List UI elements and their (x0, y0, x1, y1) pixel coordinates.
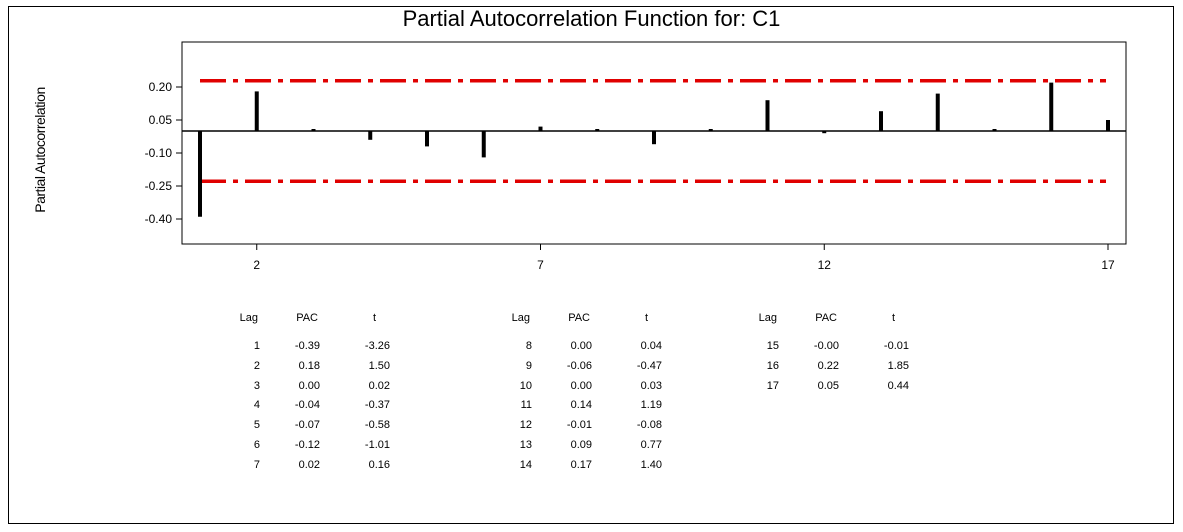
y-tick-label: 0.20 (149, 80, 173, 94)
table-header-t: t (891, 312, 895, 324)
x-tick-label: 2 (253, 258, 260, 272)
table-cell-pac: -0.39 (294, 340, 320, 352)
table-header-lag: Lag (239, 312, 258, 324)
table-cell-t: -0.08 (636, 419, 662, 432)
table-cell-lag: 6 (253, 439, 260, 451)
table-cell-lag: 13 (519, 439, 532, 451)
table-cell-lag: 7 (253, 458, 260, 471)
chart-title: Partial Autocorrelation Function for: C1 (402, 6, 781, 31)
table-cell-lag: 3 (253, 379, 260, 392)
table-cell-t: -0.37 (364, 399, 390, 412)
table-cell-pac: -0.06 (566, 359, 592, 372)
table-cell-lag: 14 (519, 458, 532, 471)
x-tick-label: 7 (537, 258, 544, 272)
table-cell-t: -1.01 (364, 439, 390, 451)
table-cell-t: 1.40 (640, 458, 662, 471)
table-cell-lag: 15 (766, 340, 779, 352)
table-cell-pac: -0.04 (294, 399, 320, 412)
table-cell-lag: 4 (253, 399, 260, 412)
table-header-t: t (372, 312, 376, 324)
table-cell-lag: 1 (253, 340, 260, 352)
table-cell-t: -0.01 (883, 340, 909, 352)
table-cell-lag: 16 (766, 359, 779, 372)
table-cell-pac: 0.00 (570, 340, 592, 352)
y-tick-label: -0.40 (145, 212, 173, 226)
table-cell-pac: 0.17 (570, 458, 592, 471)
table-cell-pac: 0.02 (298, 458, 320, 471)
table-cell-pac: 0.05 (817, 379, 839, 392)
table-header-pac: PAC (568, 312, 590, 324)
table-cell-pac: 0.22 (817, 359, 839, 372)
table-cell-t: 1.85 (887, 359, 909, 372)
table-cell-pac: 0.00 (298, 379, 320, 392)
table-cell-pac: 0.00 (570, 379, 592, 392)
table-header-pac: PAC (815, 312, 837, 324)
table-cell-t: -3.26 (364, 340, 390, 352)
table-cell-t: 0.03 (640, 379, 662, 392)
table-cell-pac: -0.00 (813, 340, 839, 352)
table-cell-pac: 0.09 (570, 439, 592, 451)
plot-area (181, 41, 1127, 245)
table-header-t: t (644, 312, 648, 324)
table-cell-pac: -0.01 (566, 419, 592, 432)
table-cell-t: 0.04 (640, 340, 662, 352)
table-cell-lag: 12 (519, 419, 532, 432)
table-cell-lag: 5 (253, 419, 260, 432)
table-cell-t: 1.50 (368, 359, 390, 372)
table-header-pac: PAC (296, 312, 318, 324)
table-cell-t: 0.02 (368, 379, 390, 392)
table-cell-pac: 0.14 (570, 399, 592, 412)
chart-frame (8, 6, 1174, 524)
table-cell-lag: 17 (766, 379, 779, 392)
table-cell-pac: 0.18 (298, 359, 320, 372)
y-tick-label: 0.05 (149, 113, 173, 127)
table-cell-t: -0.47 (636, 359, 662, 372)
x-tick-label: 17 (1101, 258, 1115, 272)
table-cell-t: 0.16 (368, 458, 390, 471)
table-cell-t: 1.19 (640, 399, 662, 412)
table-header-lag: Lag (758, 312, 777, 324)
y-tick-label: -0.10 (145, 146, 173, 160)
table-cell-pac: -0.07 (294, 419, 320, 432)
table-header-lag: Lag (511, 312, 530, 324)
table-cell-pac: -0.12 (294, 439, 320, 451)
y-tick-label: -0.25 (145, 179, 173, 193)
table-cell-t: 0.44 (887, 379, 909, 392)
table-cell-t: 0.77 (640, 439, 662, 451)
table-cell-t: -0.58 (364, 419, 390, 432)
table-cell-lag: 8 (525, 340, 532, 352)
x-tick-label: 12 (818, 258, 832, 272)
table-cell-lag: 11 (520, 399, 532, 412)
table-cell-lag: 10 (519, 379, 532, 392)
table-cell-lag: 9 (525, 359, 532, 372)
table-cell-lag: 2 (253, 359, 260, 372)
